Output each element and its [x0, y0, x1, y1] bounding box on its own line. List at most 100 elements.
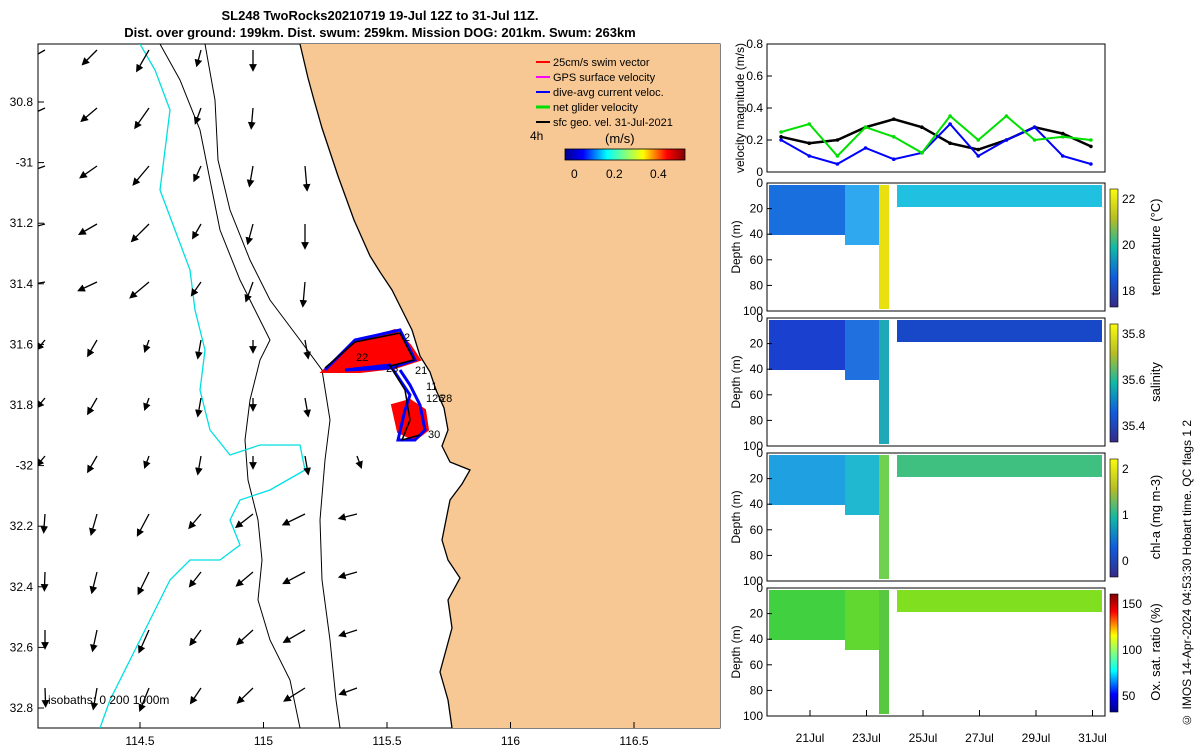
- velocity-point: [835, 154, 840, 158]
- velocity-point: [1089, 162, 1093, 166]
- velocity-arrow: [77, 281, 98, 292]
- velocity-arrow: [337, 513, 358, 521]
- velocity-y-tick-label: 0.2: [746, 133, 763, 147]
- speed-colorbar: [564, 148, 686, 161]
- velocity-arrow: [282, 629, 306, 643]
- velocity-arrow: [38, 455, 46, 467]
- legend-label: sfc geo. vel. 31-Jul-2021: [553, 117, 673, 129]
- colorbar-tick-label: 35.6: [1122, 373, 1146, 387]
- velocity-arrow: [87, 339, 98, 358]
- map-y-ticks: 30.8 -31 31.2 31.4 31.6 31.8 -32 32.2 32.4 32.6 32…: [10, 95, 44, 715]
- map-x-tick-label: 116: [501, 734, 520, 748]
- velocity-arrow: [188, 513, 202, 530]
- velocity-point: [863, 125, 868, 129]
- section-fill: [769, 455, 845, 505]
- velocity-arrow: [190, 281, 202, 297]
- velocity-panel[interactable]: 0 0.2 0.4 0.6 0.8 velocity magnitude (m/s): [733, 37, 1106, 179]
- section-panel-chla: 0 20 40 60 80 100 Depth (m) 2 1 0 chl-a (mg m-3): [729, 446, 1163, 588]
- velocity-ylabel: velocity magnitude (m/s): [733, 43, 747, 173]
- velocity-arrow: [137, 571, 150, 596]
- velocity-arrow: [136, 513, 150, 537]
- velocity-arrow: [38, 339, 46, 351]
- time-tick-label: 21Jul: [796, 731, 825, 745]
- map-y-tick-label: 30.8: [10, 95, 34, 109]
- map-x-tick-label: 116.5: [619, 734, 648, 748]
- legend-label: dive-avg current veloc.: [553, 87, 664, 99]
- depth-axis-label: Depth (m): [729, 220, 743, 273]
- velocity-arrow: [89, 571, 98, 595]
- velocity-arrow: [80, 107, 98, 123]
- colorbar-tick: 0.4: [650, 167, 667, 181]
- depth-tick-label: 80: [750, 278, 764, 292]
- depth-tick-label: 20: [750, 202, 764, 216]
- map-x-tick-label: 115: [254, 734, 273, 748]
- velocity-point: [1089, 138, 1093, 142]
- depth-tick-label: 100: [743, 709, 763, 723]
- velocity-point: [891, 117, 896, 121]
- map-y-tick-label: 32.6: [10, 640, 34, 654]
- section-panel-salinity: 0 20 40 60 80 100 Depth (m) 35.8 35.6 35.4 salinit…: [729, 311, 1163, 453]
- velocity-arrow: [129, 281, 150, 299]
- depth-tick-label: 100: [743, 439, 763, 453]
- colorbar-tick: 0: [571, 167, 578, 181]
- time-tick-label: 25Jul: [909, 731, 938, 745]
- velocity-point: [891, 135, 896, 139]
- velocity-arrow: [235, 629, 254, 646]
- velocity-arrow: [303, 397, 311, 418]
- copyright-note: © IMOS 14-Apr-2024 04:53:30 Hobart time.…: [1180, 420, 1194, 727]
- current-track: [323, 328, 427, 442]
- isobath-1000m: [99, 44, 306, 728]
- velocity-point: [1004, 114, 1009, 118]
- velocity-point: [920, 125, 924, 129]
- velocity-arrow: [245, 223, 254, 246]
- section-fill: [897, 455, 1102, 477]
- velocity-arrow: [87, 397, 98, 416]
- velocity-point: [779, 138, 783, 142]
- section-fill: [845, 320, 885, 380]
- isobath-200m: [159, 44, 301, 728]
- map-y-tick-label: 32.4: [10, 580, 34, 594]
- colorbar-label: (m/s): [605, 131, 635, 146]
- velocity-point: [1060, 135, 1065, 139]
- map-y-tick-label: 31.4: [10, 277, 34, 291]
- velocity-point: [948, 122, 952, 126]
- geostrophic-velocity-arrows: [38, 49, 363, 713]
- section-panel-temperature: 0 20 40 60 80 100 Depth (m) 22 20 18 temperature (…: [729, 176, 1163, 318]
- colorbar-tick-label: 150: [1122, 597, 1142, 611]
- velocity-arrow: [338, 629, 358, 638]
- depth-tick-label: 0: [756, 311, 763, 325]
- velocity-y-tick-label: 0: [756, 165, 763, 179]
- colorbar-tick-label: 1: [1122, 508, 1129, 522]
- depth-tick-label: 0: [756, 581, 763, 595]
- track-label: 11: [426, 381, 437, 393]
- section-fill: [879, 455, 889, 579]
- velocity-y-tick-label: 0.6: [746, 69, 763, 83]
- velocity-arrow: [299, 281, 308, 308]
- velocity-frame: [766, 43, 1106, 173]
- velocity-arrow: [40, 513, 49, 534]
- section-fill: [769, 185, 845, 235]
- section-fill: [845, 455, 885, 515]
- velocity-arrow: [136, 49, 150, 73]
- velocity-arrow: [189, 687, 202, 705]
- track-label: 30: [428, 429, 440, 441]
- colorbar-tick-label: 100: [1122, 643, 1142, 657]
- velocity-point: [1089, 144, 1093, 149]
- legend-4h: 4h: [530, 129, 543, 143]
- section-fill: [845, 590, 885, 650]
- velocity-point: [779, 130, 783, 134]
- velocity-arrow: [195, 339, 203, 360]
- depth-tick-label: 80: [750, 413, 764, 427]
- map-y-tick-label: 31.2: [10, 216, 34, 230]
- time-tick-label: 23Jul: [852, 731, 881, 745]
- velocity-point: [807, 154, 812, 158]
- velocity-point: [948, 114, 952, 118]
- velocity-arrow: [338, 687, 358, 696]
- map-panel[interactable]: 2 22 23 21 11 126 28 30 25cm/s swim vect…: [10, 43, 721, 748]
- section-colorbar: [1109, 458, 1119, 578]
- velocity-arrow: [282, 571, 306, 585]
- velocity-point: [1032, 125, 1037, 129]
- coastline: [299, 44, 471, 728]
